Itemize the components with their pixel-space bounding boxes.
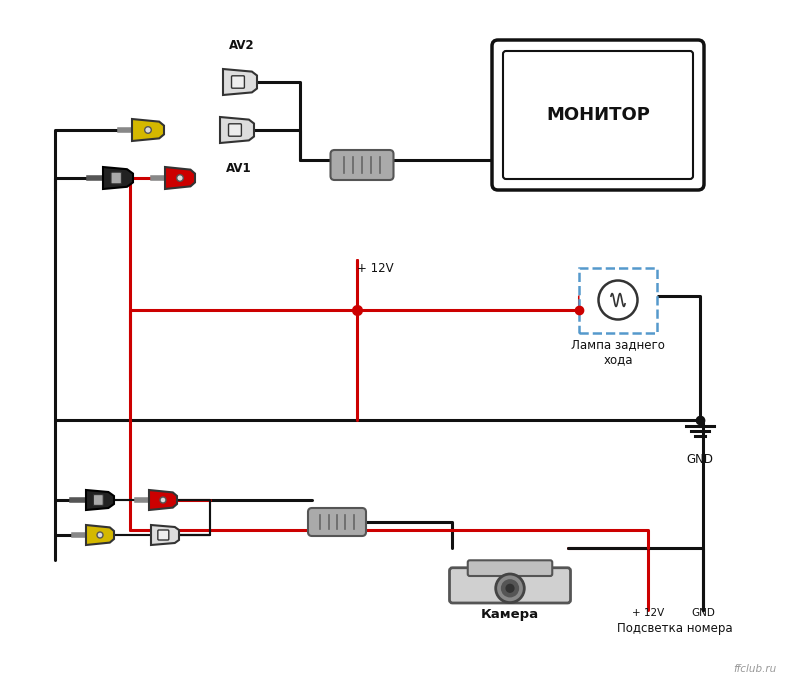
Text: МОНИТОР: МОНИТОР (546, 106, 650, 124)
Polygon shape (86, 525, 114, 545)
Text: Лампа заднего
хода: Лампа заднего хода (571, 338, 665, 366)
Polygon shape (86, 490, 114, 510)
Text: GND: GND (686, 453, 714, 466)
Text: AV1: AV1 (226, 162, 252, 175)
Polygon shape (220, 117, 254, 143)
Circle shape (177, 175, 183, 181)
Text: Камера: Камера (481, 608, 539, 621)
FancyBboxPatch shape (229, 124, 242, 136)
FancyBboxPatch shape (450, 567, 570, 603)
FancyBboxPatch shape (579, 267, 657, 333)
Text: + 12V: + 12V (357, 261, 394, 274)
Circle shape (97, 532, 103, 538)
FancyBboxPatch shape (492, 40, 704, 190)
Polygon shape (103, 167, 133, 189)
FancyBboxPatch shape (231, 76, 245, 88)
Text: GND: GND (691, 608, 715, 618)
Text: ffclub.ru: ffclub.ru (734, 664, 777, 674)
Polygon shape (223, 69, 257, 95)
FancyBboxPatch shape (158, 530, 169, 540)
FancyBboxPatch shape (330, 150, 394, 180)
Polygon shape (149, 490, 177, 510)
FancyBboxPatch shape (308, 508, 366, 536)
Polygon shape (151, 525, 179, 545)
Circle shape (502, 580, 518, 597)
Circle shape (145, 127, 151, 133)
Circle shape (506, 584, 514, 592)
Circle shape (160, 497, 166, 503)
Text: AV2: AV2 (229, 39, 255, 52)
Circle shape (598, 280, 638, 319)
Polygon shape (165, 167, 195, 189)
FancyBboxPatch shape (503, 51, 693, 179)
FancyBboxPatch shape (94, 494, 103, 505)
Text: Подсветка номера: Подсветка номера (617, 622, 733, 635)
Circle shape (496, 574, 524, 603)
FancyBboxPatch shape (468, 561, 552, 576)
Polygon shape (132, 119, 164, 141)
Text: + 12V: + 12V (632, 608, 664, 618)
FancyBboxPatch shape (111, 172, 122, 184)
